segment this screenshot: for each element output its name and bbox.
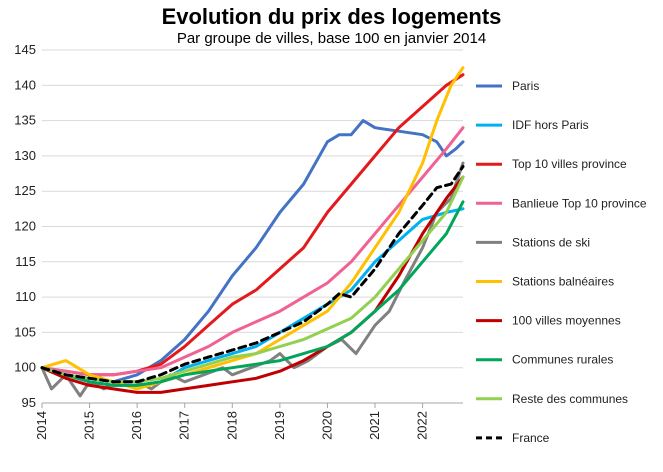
legend-label: 100 villes moyennes — [512, 314, 621, 328]
legend-label: IDF hors Paris — [512, 118, 589, 132]
chart-title: Evolution du prix des logements — [161, 4, 502, 29]
x-tick-label: 2018 — [224, 411, 239, 440]
legend-label: France — [512, 431, 550, 445]
y-tick-label: 105 — [14, 324, 36, 339]
legend-label: Stations balnéaires — [512, 275, 614, 289]
legend-label: Reste des communes — [512, 392, 628, 406]
legend-label: Stations de ski — [512, 235, 590, 249]
x-tick-label: 2014 — [34, 411, 49, 440]
x-tick-label: 2016 — [129, 411, 144, 440]
legend-label: Top 10 villes province — [512, 157, 627, 171]
chart-subtitle: Par groupe de villes, base 100 en janvie… — [176, 30, 487, 47]
series-line-3 — [40, 126, 465, 377]
series-line-6 — [40, 175, 465, 394]
x-tick-label: 2022 — [415, 411, 430, 440]
y-tick-label: 100 — [14, 360, 36, 375]
y-tick-label: 115 — [15, 254, 36, 269]
x-tick-label: 2019 — [272, 411, 287, 440]
legend-label: Banlieue Top 10 province — [512, 196, 647, 210]
y-tick-label: 110 — [15, 289, 36, 304]
y-tick-label: 145 — [14, 42, 36, 57]
series-line-5 — [40, 66, 465, 391]
series-line-7 — [40, 200, 465, 387]
series-line-4 — [40, 161, 465, 398]
x-tick-label: 2017 — [177, 411, 192, 440]
series-line-2 — [40, 73, 465, 377]
y-tick-label: 130 — [14, 148, 36, 163]
y-tick-label: 95 — [22, 395, 36, 410]
x-tick-label: 2021 — [367, 411, 382, 440]
legend-label: Paris — [512, 79, 539, 93]
x-tick-label: 2015 — [82, 411, 97, 440]
x-tick-label: 2020 — [319, 411, 334, 440]
series-line-0 — [40, 119, 465, 384]
series-line-9 — [40, 165, 465, 384]
y-tick-label: 140 — [14, 77, 36, 92]
y-tick-label: 125 — [14, 183, 36, 198]
legend-label: Communes rurales — [512, 353, 613, 367]
y-tick-label: 135 — [14, 113, 36, 128]
y-tick-label: 120 — [14, 219, 36, 234]
